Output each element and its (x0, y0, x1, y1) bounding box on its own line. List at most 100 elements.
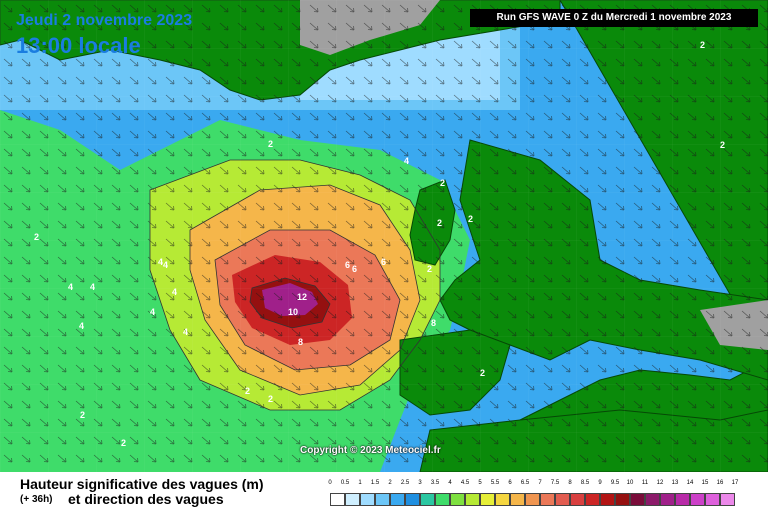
scale-swatch (510, 493, 525, 506)
forecast-date: Jeudi 2 novembre 2023 (16, 12, 193, 29)
scale-tick-label: 7.5 (550, 480, 560, 486)
scale-swatch (375, 493, 390, 506)
contour-line-6 (189, 184, 421, 396)
scale-swatch (540, 493, 555, 506)
scale-swatch (435, 493, 450, 506)
contour-value-label: 4 (158, 257, 163, 267)
contour-value-label: 2 (468, 214, 473, 224)
contour-value-label: 2 (268, 139, 273, 149)
contour-value-label: 2 (427, 264, 432, 274)
map-gridlines (0, 0, 768, 472)
scale-tick-label: 17 (731, 480, 739, 486)
scale-swatch (465, 493, 480, 506)
scale-tick-label: 13 (671, 480, 679, 486)
forecast-lead-time: (+ 36h) (20, 494, 53, 505)
contour-value-label: 4 (150, 307, 155, 317)
scale-swatch (480, 493, 495, 506)
contour-value-label: 2 (121, 438, 126, 448)
contour-line-4 (149, 159, 441, 411)
scale-tick-label: 14 (686, 480, 694, 486)
scale-tick-label: 3.5 (430, 480, 440, 486)
scale-tick-label: 8 (568, 480, 572, 486)
scale-tick-label: 10 (626, 480, 634, 486)
scale-swatch (405, 493, 420, 506)
scale-tick-label: 0 (328, 480, 332, 486)
scale-tick-label: 5.5 (490, 480, 500, 486)
scale-tick-label: 8.5 (580, 480, 590, 486)
scale-tick-label: 1 (358, 480, 362, 486)
legend-footer: Hauteur significative des vagues (m) (+ … (0, 472, 768, 512)
model-run-label: Run GFS WAVE 0 Z du Mercredi 1 novembre … (470, 9, 758, 27)
scale-tick-label: 11 (641, 480, 649, 486)
contour-value-label: 4 (404, 156, 409, 166)
scale-tick-label: 9 (598, 480, 602, 486)
contour-value-label: 4 (79, 321, 84, 331)
contour-line-8 (214, 229, 401, 371)
scale-swatch (495, 493, 510, 506)
scale-swatch (585, 493, 600, 506)
contour-value-label: 2 (80, 410, 85, 420)
contour-line-10 (249, 277, 331, 329)
contour-value-label: 12 (297, 292, 307, 302)
scale-swatch (705, 493, 720, 506)
contour-value-label: 8 (431, 318, 436, 328)
scale-swatch (525, 493, 540, 506)
scale-swatch (630, 493, 645, 506)
scale-swatch (645, 493, 660, 506)
scale-tick-label: 6.5 (520, 480, 530, 486)
scale-swatch (360, 493, 375, 506)
scale-swatch (450, 493, 465, 506)
scale-tick-label: 4 (448, 480, 452, 486)
scale-swatch (720, 493, 735, 506)
scale-tick-label: 15 (701, 480, 709, 486)
scale-tick-label: 12 (656, 480, 664, 486)
scale-tick-label: 9.5 (610, 480, 620, 486)
scale-swatch (330, 493, 345, 506)
scale-swatch (420, 493, 435, 506)
contour-value-label: 2 (245, 386, 250, 396)
contour-value-label: 8 (298, 337, 303, 347)
scale-swatch (690, 493, 705, 506)
scale-swatch (600, 493, 615, 506)
scale-tick-label: 2.5 (400, 480, 410, 486)
contour-value-label: 4 (163, 260, 168, 270)
legend-title: Hauteur significative des vagues (m) (20, 476, 264, 492)
copyright-notice: Copyright © 2023 Meteociel.fr (300, 445, 441, 456)
contour-value-label: 2 (440, 178, 445, 188)
scale-tick-label: 6 (508, 480, 512, 486)
scale-tick-label: 2 (388, 480, 392, 486)
scale-swatch (570, 493, 585, 506)
scale-swatch (675, 493, 690, 506)
scale-tick-label: 0.5 (340, 480, 350, 486)
contour-value-label: 4 (90, 282, 95, 292)
scale-swatch (660, 493, 675, 506)
scale-tick-label: 4.5 (460, 480, 470, 486)
scale-tick-label: 3 (418, 480, 422, 486)
contour-value-label: 6 (352, 264, 357, 274)
contour-value-label: 4 (68, 282, 73, 292)
contour-value-label: 2 (268, 394, 273, 404)
forecast-time: 13:00 locale (16, 33, 141, 58)
contour-value-label: 2 (720, 140, 725, 150)
contour-value-label: 10 (288, 307, 298, 317)
scale-swatch (555, 493, 570, 506)
scale-tick-label: 16 (716, 480, 724, 486)
contour-value-label: 6 (381, 257, 386, 267)
color-scale: 0 0.5 1 1.5 2 2.5 3 3.5 4 4.5 5 5.5 6 6.5 7 7.5 8 8.5 9 9.5… (328, 480, 750, 508)
contour-value-label: 4 (172, 287, 177, 297)
contour-value-label: 2 (34, 232, 39, 242)
contour-value-label: 4 (183, 327, 188, 337)
contour-value-label: 6 (345, 260, 350, 270)
contour-value-label: 2 (480, 368, 485, 378)
scale-tick-label: 1.5 (370, 480, 380, 486)
scale-tick-label: 5 (478, 480, 482, 486)
scale-swatch (615, 493, 630, 506)
scale-swatch (345, 493, 360, 506)
scale-swatch (390, 493, 405, 506)
scale-tick-label: 7 (538, 480, 542, 486)
legend-subtitle: et direction des vagues (68, 491, 224, 507)
contour-value-label: 2 (700, 40, 705, 50)
